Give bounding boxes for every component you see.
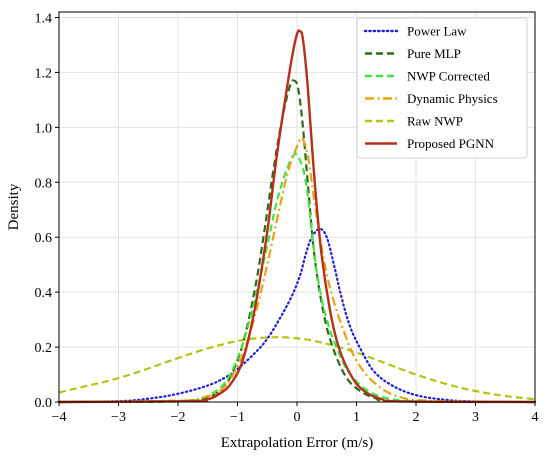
legend-label-dynamic-physics: Dynamic Physics [407,91,498,106]
y-axis-label: Density [6,183,22,230]
y-tick-label: 0.0 [35,396,53,411]
x-tick-label: 2 [413,410,420,425]
legend-label-pure-mlp: Pure MLP [407,46,461,61]
y-tick-label: 0.2 [35,341,53,356]
x-tick-label: −1 [230,410,245,425]
density-curves [57,29,537,404]
y-tick-label: 0.8 [35,176,53,191]
legend-label-nwp-corrected: NWP Corrected [407,69,490,84]
y-tick-label: 0.4 [35,286,53,301]
x-tick-label: 0 [294,410,301,425]
legend-label-power-law: Power Law [407,24,467,39]
series-line-power-law [57,227,537,404]
legend-label-raw-nwp: Raw NWP [407,114,463,129]
series-line-nwp-corrected [58,152,536,404]
series-line-pure-mlp [58,79,536,404]
legend-frame [356,17,528,159]
legend-label-proposed-pgnn: Proposed PGNN [407,136,495,151]
x-tick-label: 1 [353,410,360,425]
y-tick-label: 1.4 [35,11,53,26]
x-tick-label: −2 [171,410,186,425]
x-tick-label: 4 [532,410,539,425]
series-line-raw-nwp [58,336,536,401]
legend: Power Law Pure MLP NWP Corrected Dynamic Ph… [356,17,528,159]
series-line-dynamic-physics [58,136,536,404]
x-tick-label: −4 [52,410,67,425]
y-tick-label: 1.0 [35,121,53,136]
x-axis-label: Extrapolation Error (m/s) [221,435,373,451]
y-tick-label: 0.6 [35,231,53,246]
series-line-proposed-pgnn [58,29,536,404]
x-axis-ticks: −4 −3 −2 −1 0 1 2 3 4 [52,402,539,425]
y-tick-label: 1.2 [35,66,53,81]
y-axis-ticks: 0.0 0.2 0.4 0.6 0.8 1.0 1.2 1.4 [35,11,59,411]
x-tick-label: 3 [472,410,479,425]
x-tick-label: −3 [111,410,126,425]
